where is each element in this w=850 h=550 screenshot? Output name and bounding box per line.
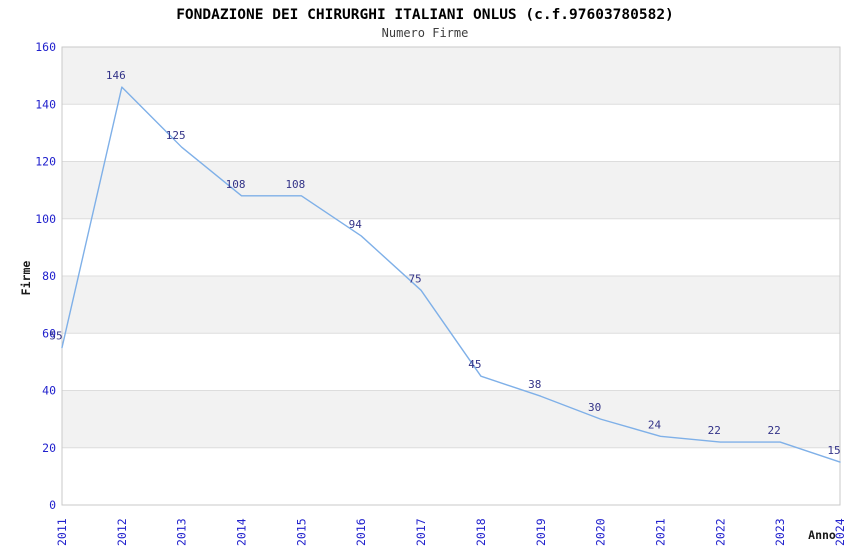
data-point-label: 24	[648, 418, 662, 431]
x-tick-label: 2023	[773, 518, 787, 546]
firme-line-series	[61, 86, 841, 463]
data-point-label: 75	[408, 272, 421, 285]
data-point-label: 22	[708, 424, 721, 437]
x-tick-label: 2021	[653, 518, 667, 546]
data-point-label: 94	[349, 218, 363, 231]
data-point-label: 22	[768, 424, 781, 437]
plot-border	[61, 46, 841, 506]
y-tick-label: 160	[35, 40, 56, 54]
chart-subtitle: Numero Firme	[382, 26, 469, 40]
y-tick-label: 20	[42, 441, 56, 455]
x-tick-label: 2024	[833, 518, 847, 546]
y-tick-label: 120	[35, 155, 56, 169]
data-series	[61, 86, 841, 463]
y-tick-label: 140	[35, 97, 56, 111]
plot-band	[62, 276, 840, 334]
x-tick-label: 2016	[354, 518, 368, 546]
plot-band	[62, 390, 840, 448]
x-tick-label: 2013	[175, 518, 189, 546]
x-tick-label: 2017	[414, 518, 428, 546]
axis-ticks: 0 20 40 60 80 100 120 140 160 2011 2012 2013 2014 201…	[35, 40, 847, 546]
data-point-label: 125	[166, 129, 186, 142]
x-tick-label: 2015	[294, 518, 308, 546]
x-tick-label: 2018	[474, 518, 488, 546]
x-tick-label: 2022	[713, 518, 727, 546]
y-tick-label: 0	[49, 498, 56, 512]
x-tick-label: 2012	[115, 518, 129, 546]
y-tick-label: 40	[42, 384, 56, 398]
data-point-label: 15	[827, 444, 840, 457]
plot-bands	[62, 47, 840, 448]
x-axis-label: Anno	[808, 528, 836, 542]
x-tick-label: 2014	[235, 518, 249, 546]
data-point-label: 38	[528, 378, 541, 391]
chart-title: FONDAZIONE DEI CHIRURGHI ITALIANI ONLUS …	[176, 7, 674, 23]
data-point-label: 146	[106, 69, 126, 82]
data-point-label: 30	[588, 401, 601, 414]
x-tick-label: 2020	[594, 518, 608, 546]
x-tick-label: 2011	[55, 518, 69, 546]
data-point-label: 55	[49, 330, 62, 343]
y-axis-label: Firme	[19, 261, 33, 296]
data-point-labels: 55 146 125 108 108 94 75 45 38 30 24 22 22 15	[49, 69, 840, 457]
data-point-label: 108	[226, 178, 246, 191]
y-tick-label: 80	[42, 269, 56, 283]
plot-band	[62, 47, 840, 105]
y-tick-label: 60	[42, 326, 56, 340]
gridlines	[61, 46, 841, 506]
data-point-label: 45	[468, 358, 481, 371]
data-point-label: 108	[285, 178, 305, 191]
y-tick-label: 100	[35, 212, 56, 226]
plot-band	[62, 161, 840, 219]
x-tick-label: 2019	[534, 518, 548, 546]
